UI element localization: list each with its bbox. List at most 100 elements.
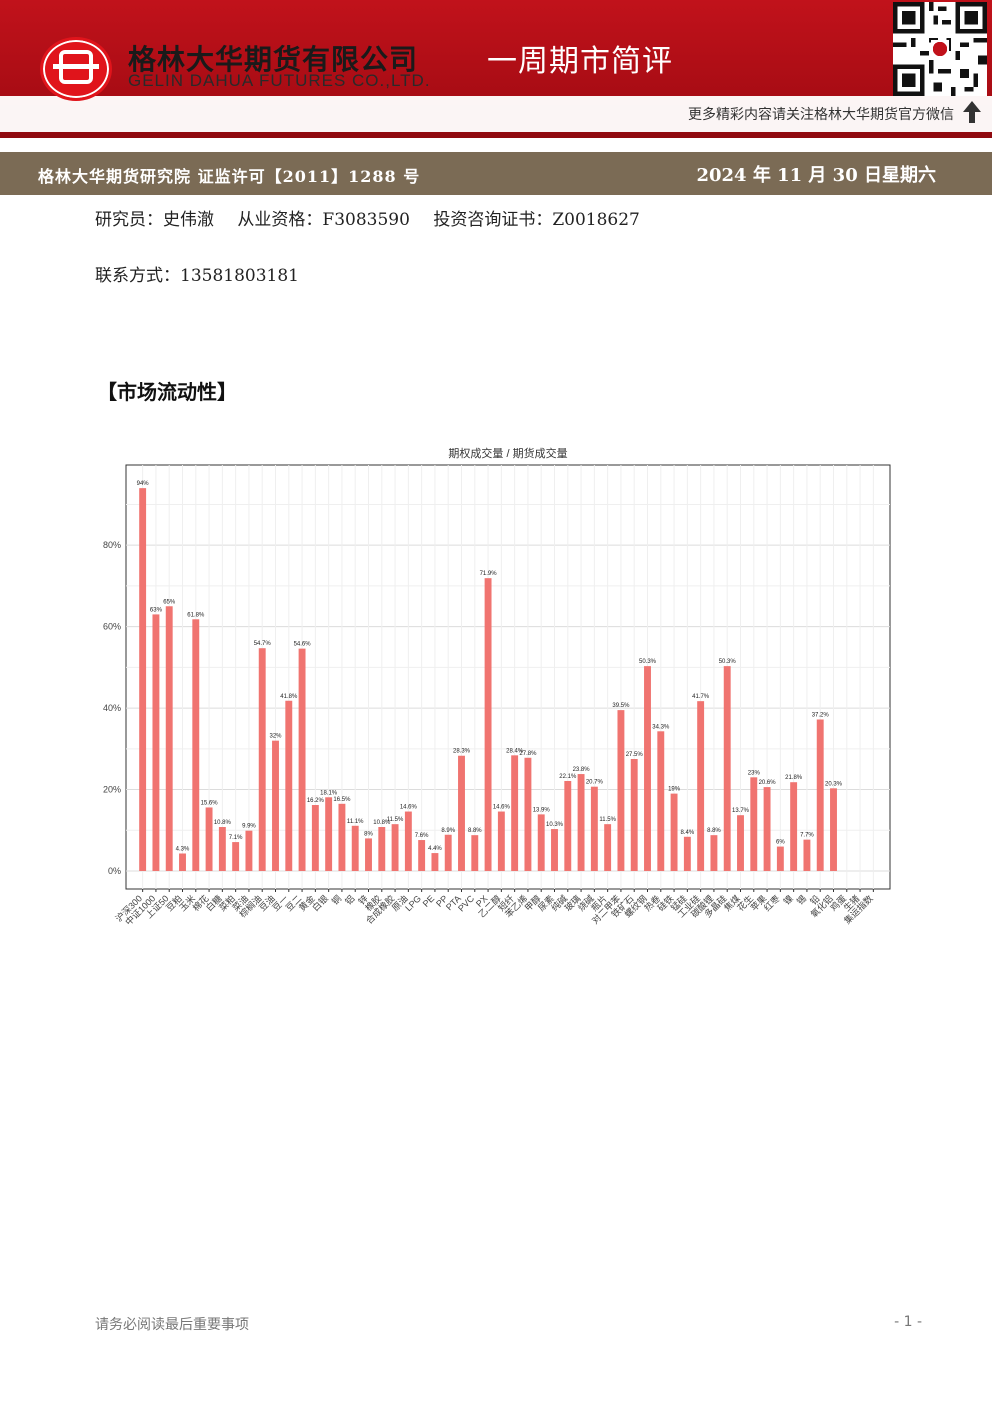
liquidity-bar-chart: 期权成交量 / 期货成交量 0% 20% 40% 60% 80% 94% 63%65% 4.… (103, 446, 891, 927)
bar (551, 829, 558, 871)
x-tick-label: 红枣 (761, 893, 782, 914)
x-tick-label: 白银 (310, 893, 331, 914)
bar-value-label: 7.1% (229, 835, 243, 841)
bar-value-label: 8.9% (441, 828, 455, 834)
bar-value-label: 7.7% (800, 833, 814, 839)
company-name-en: GELIN DAHUA FUTURES CO.,LTD. (128, 71, 431, 90)
bar-value-label: 50.3% (719, 659, 737, 665)
bar-value-label: 28.4% (506, 748, 524, 754)
arrow-up-icon (963, 101, 981, 123)
bar-value-label: 28.3% (453, 749, 471, 755)
contact-info: 联系方式：13581803181 (95, 266, 299, 286)
bar-value-label: 65% (163, 599, 176, 605)
y-tick-label: 0% (108, 866, 121, 876)
page-number: - 1 - (894, 1314, 922, 1330)
bar (630, 758, 638, 871)
bar-value-label: 61.8% (187, 612, 205, 618)
bar-value-label: 16.2% (307, 798, 325, 804)
bar-value-label: 11.5% (387, 817, 404, 823)
bar (404, 811, 412, 871)
bar (179, 853, 186, 871)
bar-value-label: 4.3% (176, 846, 190, 852)
bar (258, 648, 266, 871)
bar-value-label: 34.3% (652, 724, 670, 730)
bar (697, 701, 705, 871)
bar (365, 838, 372, 871)
bar (763, 787, 771, 871)
bar-value-label: 54.7% (254, 641, 272, 647)
bar-value-label: 41.7% (692, 694, 710, 700)
bar (723, 666, 731, 871)
company-name-cn: 格林大华期货有限公司 (128, 43, 419, 76)
bar (431, 853, 439, 871)
bar (657, 731, 665, 871)
bar-value-label: 50.3% (639, 659, 657, 665)
bar-value-label: 71.9% (480, 571, 498, 577)
bar (218, 827, 226, 871)
bar-value-label: 23% (748, 770, 761, 776)
researcher-name: 研究员：史伟澈 (95, 210, 214, 230)
bar (192, 619, 200, 871)
bar-value-label: 6% (776, 840, 785, 846)
bar-value-label: 39.5% (612, 703, 630, 709)
bar (497, 811, 505, 871)
analyst-line: 研究员：史伟澈 从业资格：F3083590 投资咨询证书：Z0018627 (95, 205, 658, 230)
bar-value-label: 13.7% (732, 808, 750, 814)
bar-value-label: 94% (137, 481, 150, 487)
bar (152, 614, 160, 871)
institute-license: 格林大华期货研究院 证监许可【2011】1288 号 (38, 167, 421, 186)
bar-value-label: 8.8% (707, 828, 721, 834)
bar-value-label: 21.8% (785, 775, 803, 781)
bar-value-label: 4.4% (428, 846, 442, 852)
bar-value-label: 13.9% (533, 807, 551, 813)
section-title: 【市场流动性】 (97, 380, 237, 404)
report-date: 2024 年 11 月 30 日星期六 (696, 165, 936, 186)
footer-disclaimer: 请务必阅读最后重要事项 (95, 1317, 249, 1333)
bar (484, 578, 492, 871)
bar (803, 839, 811, 871)
bar (325, 797, 333, 871)
bar-value-label: 18.1% (320, 790, 338, 796)
report-title: 一周期市简评 (487, 44, 673, 79)
bar-value-label: 14.6% (400, 805, 418, 811)
bar (245, 830, 253, 871)
bar-value-label: 20.6% (759, 780, 777, 786)
bar (816, 719, 824, 871)
bar-value-label: 37.2% (812, 712, 830, 718)
bar-value-label: 10.8% (214, 820, 232, 826)
bar (391, 824, 399, 871)
x-tick-label: LPG (403, 893, 423, 913)
bar-value-label: 63% (150, 607, 163, 613)
bar-value-label: 15.6% (201, 800, 219, 806)
header-banner (0, 0, 992, 138)
bar (139, 488, 147, 871)
bar-value-label: 7.6% (415, 833, 429, 839)
bar (311, 805, 319, 871)
y-tick-label: 80% (103, 540, 121, 550)
bar (830, 788, 837, 871)
bar-value-label: 27.5% (626, 752, 644, 758)
bar (537, 814, 545, 871)
wechat-follow-note: 更多精彩内容请关注格林大华期货官方微信 (688, 107, 954, 123)
bar (205, 807, 213, 871)
bar-value-label: 27.8% (519, 751, 537, 757)
bar-value-label: 10.3% (546, 822, 564, 828)
bar (444, 834, 452, 871)
bar-value-label: 9.9% (242, 824, 256, 830)
bar (670, 793, 678, 871)
bar (285, 700, 293, 871)
bar (165, 606, 173, 871)
bar-value-label: 20.3% (825, 781, 843, 787)
bar (683, 836, 691, 871)
bar-value-label: 8.4% (681, 830, 695, 836)
bar-value-label: 41.8% (280, 694, 298, 700)
info-bar (0, 152, 992, 195)
x-tick-label: 锡 (795, 893, 808, 906)
x-tick-label: 铝 (342, 893, 356, 907)
chart-title: 期权成交量 / 期货成交量 (448, 446, 567, 460)
certificate-number: 投资咨询证书：Z0018627 (433, 210, 640, 230)
bar (577, 774, 585, 871)
bar (604, 824, 612, 871)
plot-frame (125, 464, 891, 890)
qr-code-icon[interactable] (893, 2, 987, 96)
